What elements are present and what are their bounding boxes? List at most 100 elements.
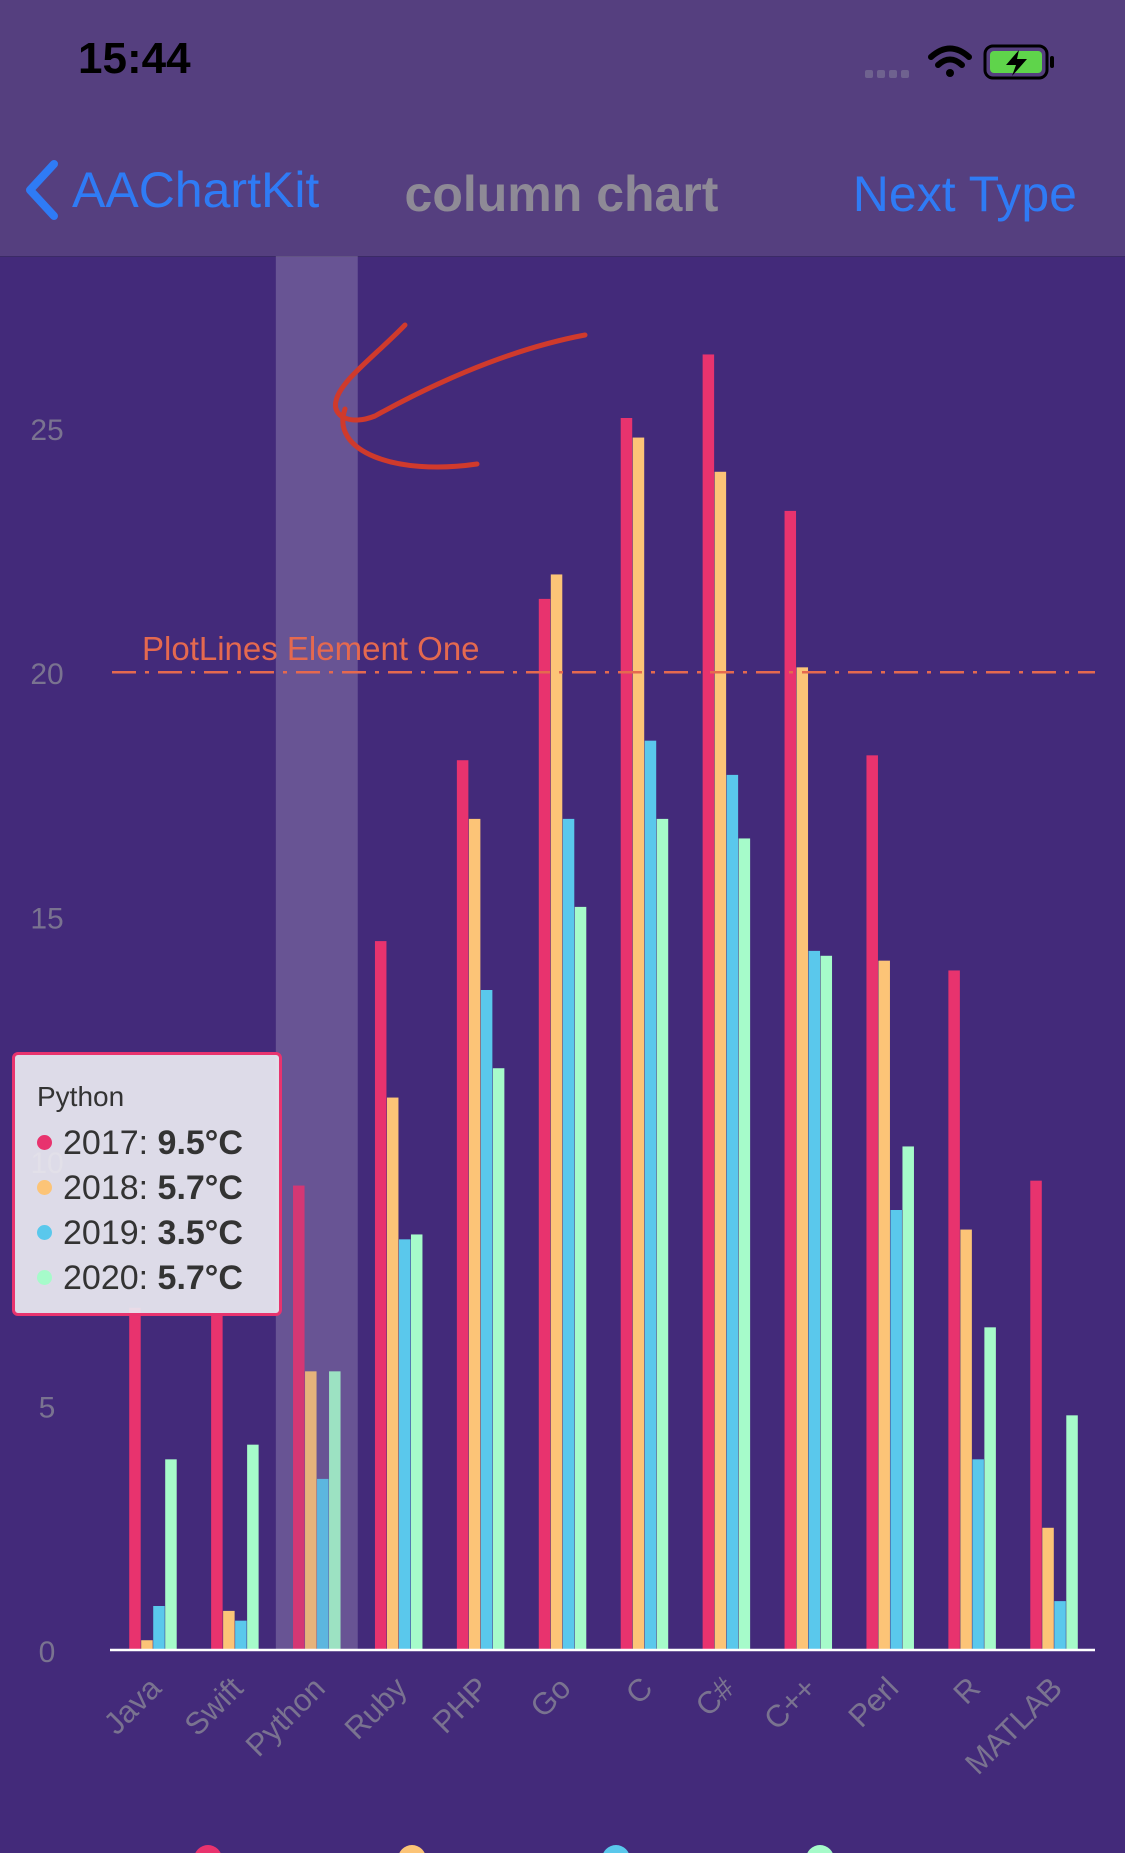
tooltip: Python 2017: 9.5°C 2018: 5.7°C 2019: 3.5… — [12, 1052, 282, 1316]
column-chart: 0510152025 PlotLines Element One JavaSwi… — [30, 256, 1095, 1853]
bar-2017-php[interactable] — [456, 760, 469, 1650]
tooltip-row-2020: 2020: 5.7°C — [37, 1256, 279, 1301]
bar-2020-c-[interactable] — [738, 838, 751, 1650]
back-button[interactable]: AAChartKit — [22, 150, 319, 230]
bar-2017-r[interactable] — [948, 970, 960, 1650]
bar-2017-c[interactable] — [620, 418, 633, 1650]
bar-2018-java[interactable] — [141, 1640, 153, 1650]
tooltip-dot-2020 — [37, 1269, 52, 1285]
next-type-button[interactable]: Next Type — [852, 166, 1077, 222]
plot-line-label: PlotLines Element One — [142, 630, 480, 667]
tooltip-row-label: 2017: — [63, 1124, 158, 1162]
y-axis-labels: 0510152025 — [30, 414, 63, 1669]
bar-2019-r[interactable] — [972, 1459, 984, 1650]
legend-marker-2018[interactable] — [398, 1845, 426, 1853]
bar-2018-python[interactable] — [305, 1371, 317, 1650]
bar-2017-c-[interactable] — [784, 510, 797, 1650]
bar-2020-swift[interactable] — [247, 1444, 259, 1650]
bar-2019-python[interactable] — [317, 1478, 329, 1650]
x-tick-label: C++ — [757, 1670, 823, 1736]
chevron-left-icon — [26, 160, 58, 220]
hand-drawn-annotation-arrow — [333, 322, 588, 470]
y-tick-label: 0 — [39, 1636, 56, 1669]
tooltip-title: Python — [37, 1081, 125, 1112]
tooltip-row-value: 5.7°C — [157, 1259, 243, 1297]
bar-2017-swift[interactable] — [211, 1312, 223, 1650]
bar-2020-go[interactable] — [574, 906, 587, 1650]
x-tick-label: Java — [97, 1670, 169, 1742]
bar-2020-matlab[interactable] — [1066, 1415, 1078, 1650]
bar-2018-c-[interactable] — [714, 471, 727, 1650]
tooltip-dot-2019 — [37, 1224, 52, 1240]
tooltip-dot-2018 — [37, 1179, 52, 1195]
tooltip-row-value: 9.5°C — [157, 1124, 243, 1162]
x-tick-label: R — [946, 1670, 987, 1711]
status-icons — [865, 44, 1054, 80]
bars — [129, 354, 1078, 1650]
bar-2020-java[interactable] — [165, 1459, 177, 1650]
tooltip-row-2017: 2017: 9.5°C — [37, 1121, 279, 1166]
bar-2018-perl[interactable] — [878, 960, 890, 1650]
bar-2018-matlab[interactable] — [1042, 1527, 1054, 1650]
x-tick-label: PHP — [426, 1670, 496, 1740]
x-tick-label: Swift — [178, 1670, 251, 1743]
tooltip-dot-2017 — [37, 1134, 52, 1150]
tooltip-row-value: 3.5°C — [157, 1214, 243, 1252]
tooltip-row-label: 2019: — [63, 1214, 158, 1252]
wifi-icon — [928, 45, 972, 77]
y-tick-label: 20 — [30, 658, 63, 691]
bar-2019-swift[interactable] — [235, 1620, 247, 1650]
bar-2017-c-[interactable] — [702, 354, 715, 1650]
x-tick-label: C# — [689, 1670, 742, 1723]
bar-2020-perl[interactable] — [902, 1146, 914, 1650]
x-tick-label: Python — [239, 1670, 332, 1763]
bar-2017-java[interactable] — [129, 1307, 141, 1650]
bar-2017-perl[interactable] — [866, 755, 878, 1650]
bar-2018-go[interactable] — [550, 574, 563, 1650]
bar-2017-go[interactable] — [538, 598, 551, 1650]
bar-2019-c-[interactable] — [726, 774, 739, 1650]
cellular-signal-icon — [865, 70, 909, 78]
bar-2019-c[interactable] — [644, 740, 657, 1650]
x-tick-label: Ruby — [338, 1670, 414, 1746]
bar-2019-java[interactable] — [153, 1606, 165, 1650]
bar-2018-ruby[interactable] — [386, 1097, 399, 1650]
bar-2018-c-[interactable] — [796, 667, 809, 1650]
bar-2018-r[interactable] — [960, 1229, 972, 1650]
battery-charging-icon — [983, 44, 1054, 80]
bar-2020-php[interactable] — [492, 1068, 505, 1650]
bar-2018-c[interactable] — [632, 437, 645, 1650]
tooltip-row-value: 5.7°C — [157, 1169, 243, 1207]
bar-2017-matlab[interactable] — [1030, 1180, 1042, 1650]
bar-2019-php[interactable] — [480, 990, 493, 1650]
legend-marker-2019[interactable] — [602, 1845, 630, 1853]
navigation-bar: 15:44 AAChartKit column chart Next Type — [0, 0, 1125, 257]
bar-2020-r[interactable] — [984, 1327, 996, 1650]
bar-2019-c-[interactable] — [808, 950, 821, 1650]
tooltip-row-2018: 2018: 5.7°C — [37, 1166, 279, 1211]
tooltip-row-label: 2018: — [63, 1169, 158, 1207]
bar-2019-matlab[interactable] — [1054, 1601, 1066, 1650]
bar-2020-ruby[interactable] — [410, 1234, 423, 1650]
bar-2017-python[interactable] — [293, 1185, 305, 1650]
bar-2017-ruby[interactable] — [374, 941, 387, 1650]
y-tick-label: 15 — [30, 903, 63, 936]
bar-2018-php[interactable] — [468, 818, 481, 1650]
bar-2018-swift[interactable] — [223, 1610, 235, 1650]
bar-2020-c[interactable] — [656, 818, 669, 1650]
bar-2020-python[interactable] — [329, 1371, 341, 1650]
page-title-text: column chart — [404, 166, 719, 222]
x-tick-label: Go — [523, 1670, 577, 1724]
bar-2019-perl[interactable] — [890, 1210, 902, 1650]
status-time: 15:44 — [78, 34, 191, 83]
legend-marker-2020[interactable] — [806, 1845, 834, 1853]
bar-2020-c-[interactable] — [820, 955, 833, 1650]
x-tick-label: C — [619, 1670, 660, 1711]
bar-2019-go[interactable] — [562, 818, 575, 1650]
bar-2019-ruby[interactable] — [398, 1239, 411, 1650]
back-button-label: AAChartKit — [72, 162, 320, 218]
legend-marker-2017[interactable] — [194, 1845, 222, 1853]
tooltip-row-label: 2020: — [63, 1259, 158, 1297]
tooltip-row-2019: 2019: 3.5°C — [37, 1211, 279, 1256]
